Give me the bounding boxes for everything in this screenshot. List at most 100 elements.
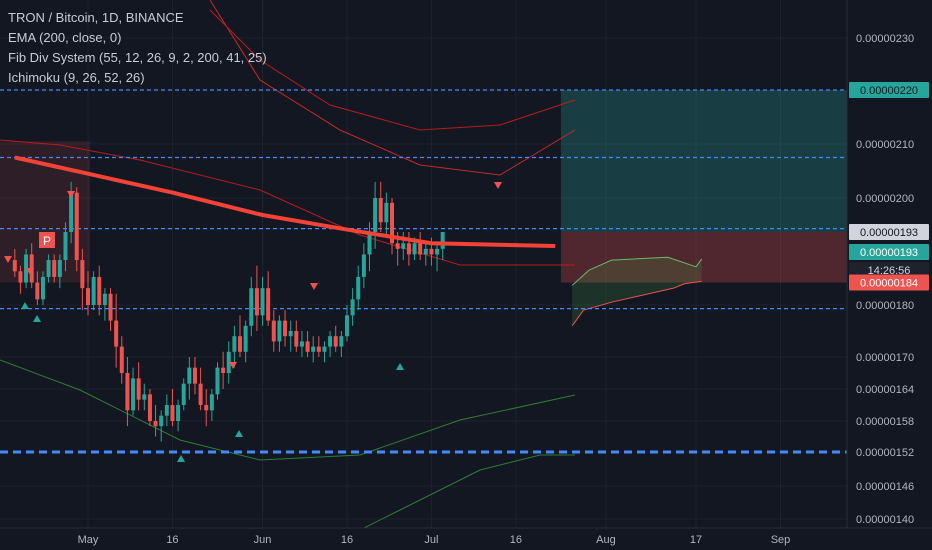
candle-body	[328, 336, 333, 347]
cloud-fill	[572, 257, 702, 326]
candle-body	[254, 288, 259, 316]
horizontal-levels[interactable]	[0, 89, 847, 454]
candle	[288, 320, 293, 352]
candle	[328, 331, 333, 357]
candle	[102, 288, 107, 321]
candle-body	[86, 288, 90, 305]
band-lower2	[319, 454, 575, 550]
candle-body	[390, 202, 395, 244]
candle	[390, 198, 395, 255]
p-marker-box	[39, 232, 55, 248]
candle	[311, 336, 316, 363]
candle	[153, 405, 158, 437]
candle	[119, 336, 124, 384]
time-tick-label: Jul	[424, 534, 438, 546]
candle	[367, 222, 372, 272]
candle-body	[97, 276, 102, 305]
candle-body	[395, 243, 400, 249]
candle	[294, 320, 299, 352]
legend-symbol[interactable]: TRON / Bitcoin, 1D, BINANCE	[8, 10, 184, 25]
candle-body	[102, 293, 107, 305]
candle	[333, 325, 338, 352]
candle	[52, 254, 57, 283]
price-tag: 0.00000220	[849, 82, 929, 98]
price-tick-label: 0.00000164	[856, 384, 914, 396]
price-tag: 0.00000193	[849, 244, 929, 260]
ema-200-path	[14, 155, 556, 249]
candle-body	[243, 325, 248, 352]
price-tag-bg	[849, 82, 929, 98]
ichimoku-cloud	[571, 256, 703, 327]
candle-body	[142, 394, 147, 400]
candle-body	[378, 198, 383, 223]
candle	[384, 192, 389, 238]
candle-body	[429, 248, 434, 255]
legend-ichimoku[interactable]: Ichimoku (9, 26, 52, 26)	[8, 70, 145, 85]
candle	[12, 248, 17, 277]
candle-body	[125, 373, 130, 411]
candle-body	[215, 367, 220, 395]
candle	[305, 331, 310, 357]
time-tick-label: 17	[690, 534, 702, 546]
candle	[97, 265, 102, 316]
candle	[57, 254, 62, 289]
price-tick-label: 0.00000170	[856, 352, 914, 364]
candle	[356, 265, 361, 311]
candle-body	[74, 192, 79, 261]
candle	[215, 362, 220, 400]
candle	[91, 271, 96, 311]
cloud-span-b	[571, 280, 702, 327]
time-tick-label: May	[78, 534, 99, 546]
candle	[35, 271, 40, 305]
time-axis[interactable]: May 16 Jun 16 Jul 16 Aug 17 Sep	[0, 527, 932, 550]
candle	[181, 378, 186, 411]
candle	[221, 351, 226, 389]
candle-body	[164, 405, 169, 416]
candles	[12, 181, 445, 442]
candle-body	[440, 232, 445, 249]
candle	[192, 357, 197, 395]
time-tick-label: 16	[510, 534, 522, 546]
target-zone[interactable]	[560, 90, 847, 232]
price-tag: 0.00000184	[849, 274, 929, 291]
time-axis-background	[0, 528, 932, 550]
candle	[277, 315, 282, 352]
candle	[232, 325, 237, 368]
candle-body	[209, 394, 214, 411]
price-tag-bg	[849, 244, 929, 260]
sell-signal-icon	[26, 268, 34, 275]
candle-body	[170, 405, 175, 421]
candle	[299, 331, 304, 357]
candle-body	[221, 367, 226, 373]
candle-body	[339, 336, 344, 347]
price-tick-label: 0.00000158	[856, 416, 914, 428]
candle	[209, 389, 214, 421]
candle-body	[266, 288, 271, 321]
price-tag: 0.00000193	[849, 224, 929, 240]
candle-body	[57, 260, 62, 277]
candle-body	[249, 288, 254, 326]
legend-ema[interactable]: EMA (200, close, 0)	[8, 30, 122, 45]
candle-body	[12, 260, 17, 272]
candle-body	[52, 260, 57, 277]
ema-line	[14, 155, 556, 249]
price-tick-label: 0.00000146	[856, 481, 914, 493]
legend-fib[interactable]: Fib Div System (55, 12, 26, 9, 2, 200, 4…	[8, 50, 267, 65]
candle-body	[18, 271, 23, 283]
candle-body	[187, 367, 192, 384]
stop-zone[interactable]	[560, 232, 847, 283]
candle	[176, 399, 181, 432]
candle-body	[198, 383, 203, 405]
candle-body	[401, 243, 406, 249]
candle-body	[24, 254, 29, 283]
price-tag: 14:26:56	[849, 262, 929, 278]
price-tick-label: 0.00000230	[856, 33, 914, 45]
price-tick-label: 0.00000140	[856, 514, 914, 526]
candle-body	[114, 320, 119, 347]
price-tag-text: 0.00000193	[860, 247, 918, 259]
buy-signal-icon	[235, 430, 243, 437]
price-tag-bg	[849, 262, 929, 278]
candle	[74, 187, 79, 272]
